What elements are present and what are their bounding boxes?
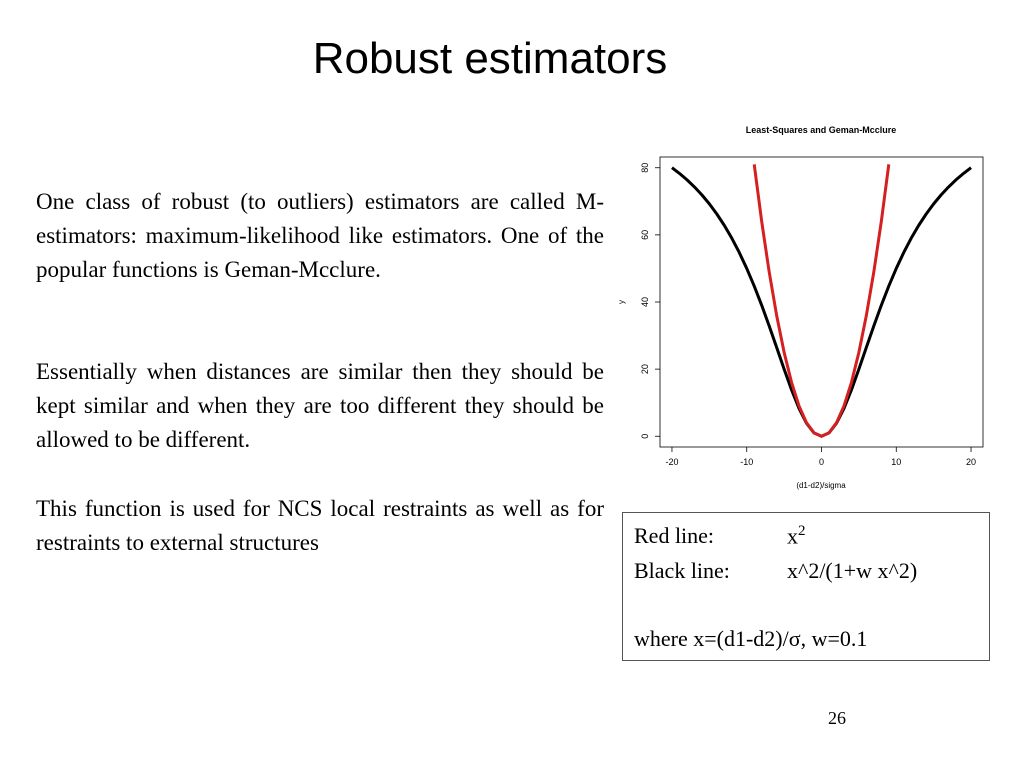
superscript: 2 [798, 523, 806, 539]
formula: x [787, 523, 798, 549]
y-tick-label: 60 [640, 230, 650, 240]
y-tick-label: 20 [640, 364, 650, 374]
page-number: 26 [828, 708, 846, 728]
slide-title: Robust estimators [312, 34, 668, 83]
x-tick-label: -20 [665, 457, 678, 467]
note: where x=(d1-d2)/σ, w=0.1 [634, 626, 868, 651]
paragraph: Essentially when distances are similar t… [36, 359, 604, 452]
chart-title: Least-Squares and Geman-Mcclure [746, 125, 897, 135]
series-line [752, 164, 891, 438]
x-tick-label: -10 [740, 457, 753, 467]
legend-box: Red line: x2 Black line: x^2/(1+w x^2) w… [622, 512, 990, 661]
x-axis-label: (d1-d2)/sigma [796, 481, 846, 490]
y-tick-label: 0 [640, 434, 650, 439]
formula: x^2/(1+w x^2) [787, 558, 918, 583]
x-tick-label: 0 [819, 457, 824, 467]
x-tick-label: 20 [966, 457, 976, 467]
chart: Least-Squares and Geman-Mcclure (d1-d2)/… [617, 125, 984, 490]
series-line [671, 166, 972, 438]
label: Red line: [634, 523, 715, 548]
y-tick-label: 40 [640, 297, 650, 307]
label: Black line: [634, 558, 730, 583]
paragraph: One class of robust (to outliers) estima… [36, 189, 604, 282]
formula: x2 [787, 523, 806, 549]
paragraph: This function is used for NCS local rest… [36, 496, 604, 555]
y-tick-label: 80 [640, 163, 650, 173]
x-tick-label: 10 [891, 457, 901, 467]
y-axis-label: y [617, 300, 626, 304]
